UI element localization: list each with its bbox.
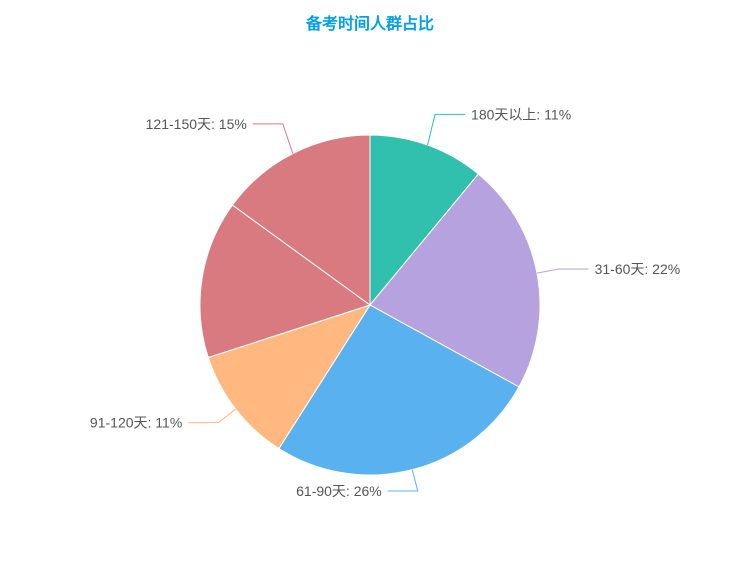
pie-chart: 180天以上: 11% 31-60天: 22% 61-90天: 26% 91-120天… <box>0 0 740 568</box>
leader-line <box>253 124 293 154</box>
leader-line <box>188 409 235 422</box>
leader-line <box>537 269 589 273</box>
slice-label-61-90天: 61-90天: 26% <box>296 483 382 499</box>
leader-line <box>428 114 465 145</box>
slice-label-180天以上: 180天以上: 11% <box>471 106 571 122</box>
slice-label-121-150天: 121-150天: 15% <box>146 116 247 132</box>
slice-label-31-60天: 31-60天: 22% <box>595 261 681 277</box>
slice-label-91-120天: 91-120天: 11% <box>90 415 182 431</box>
